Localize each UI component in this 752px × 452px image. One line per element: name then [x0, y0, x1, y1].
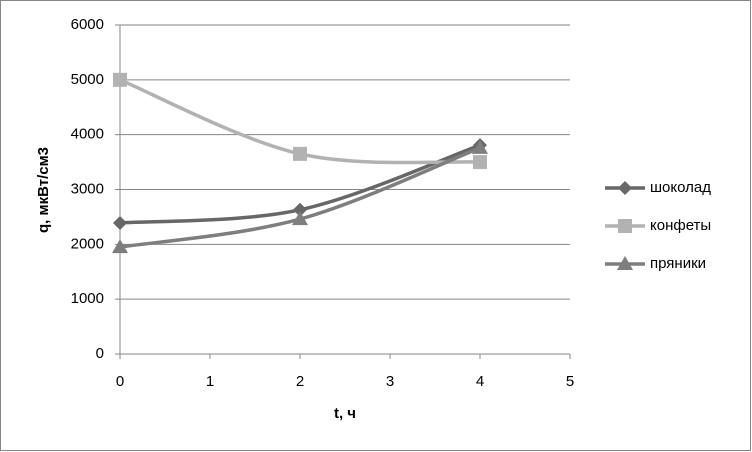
x-tick-label: 3	[386, 373, 394, 390]
marker	[472, 139, 488, 154]
x-tick-label: 2	[296, 373, 304, 390]
y-axis-label: q, мкВт/см3	[35, 147, 52, 233]
x-tick-label: 1	[206, 373, 214, 390]
x-tick-label: 0	[116, 373, 124, 390]
marker	[473, 155, 487, 170]
marker	[113, 215, 127, 230]
y-tick-label: 5000	[71, 71, 104, 88]
y-tick-label: 1000	[71, 290, 104, 307]
marker	[293, 202, 307, 217]
legend-label: пряники	[650, 255, 706, 272]
legend-label: конфеты	[650, 217, 711, 234]
legend-label: шоколад	[650, 179, 711, 196]
marker	[293, 146, 307, 161]
marker	[292, 211, 308, 226]
x-axis-label: t, ч	[334, 405, 356, 422]
x-tick-label: 4	[476, 373, 484, 390]
y-tick-label: 6000	[71, 16, 104, 33]
x-tick-label: 5	[566, 373, 574, 390]
y-tick-label: 4000	[71, 126, 104, 143]
y-tick-label: 2000	[71, 235, 104, 252]
marker	[113, 72, 127, 87]
marker	[112, 239, 128, 254]
legend-marker	[618, 219, 632, 233]
y-tick-label: 3000	[71, 180, 104, 197]
legend-marker	[617, 256, 633, 270]
legend-marker	[618, 181, 632, 195]
y-tick-label: 0	[96, 345, 104, 362]
